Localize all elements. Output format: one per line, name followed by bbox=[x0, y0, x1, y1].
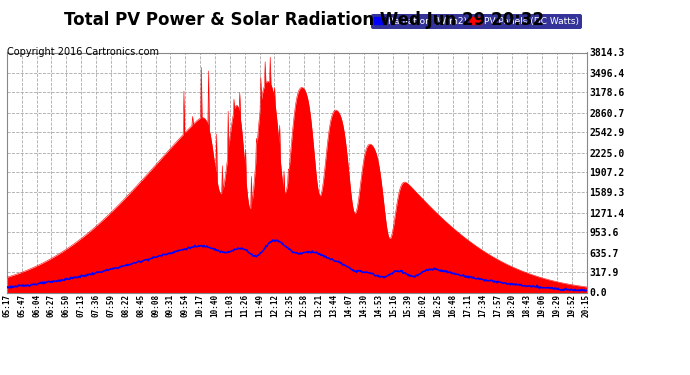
Legend: Radiation (W/m2), PV Panels (DC Watts): Radiation (W/m2), PV Panels (DC Watts) bbox=[371, 14, 582, 29]
Text: Copyright 2016 Cartronics.com: Copyright 2016 Cartronics.com bbox=[7, 47, 159, 57]
Text: Total PV Power & Solar Radiation Wed Jun 29 20:32: Total PV Power & Solar Radiation Wed Jun… bbox=[63, 11, 544, 29]
